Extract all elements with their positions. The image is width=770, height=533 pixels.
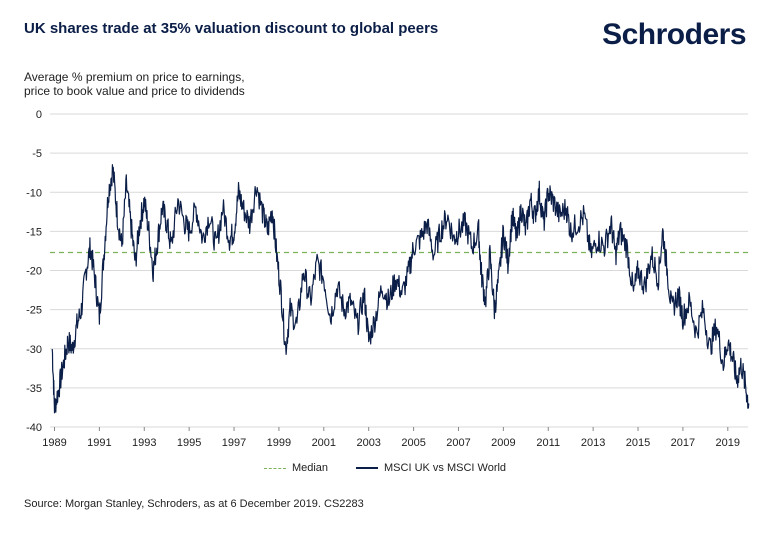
- series-line-msci-uk-vs-world: [51, 164, 750, 414]
- y-tick-label: -5: [32, 148, 42, 160]
- subtitle-line-1: Average % premium on price to earnings,: [24, 70, 245, 84]
- y-tick-label: -25: [26, 305, 42, 317]
- legend-item-median: Median: [263, 462, 329, 474]
- y-tick-label: 0: [36, 109, 42, 121]
- x-tick-label: 2011: [536, 437, 560, 449]
- y-tick-label: -20: [26, 266, 42, 278]
- x-tick-label: 2019: [716, 437, 740, 449]
- y-tick-label: -30: [26, 344, 42, 356]
- chart-legend: Median MSCI UK vs MSCI World: [0, 462, 770, 474]
- legend-item-series: MSCI UK vs MSCI World: [356, 462, 506, 474]
- x-tick-label: 2013: [581, 437, 605, 449]
- median-swatch: [263, 467, 286, 469]
- legend-label-median: Median: [291, 462, 329, 474]
- chart-subtitle: Average % premium on price to earnings, …: [24, 70, 245, 98]
- series-swatch: [356, 467, 379, 469]
- legend-label-series: MSCI UK vs MSCI World: [384, 462, 507, 474]
- x-tick-label: 1995: [177, 437, 201, 449]
- x-tick-label: 1993: [132, 437, 156, 449]
- y-tick-label: -15: [26, 226, 42, 238]
- x-tick-label: 2001: [312, 437, 336, 449]
- x-tick-label: 2009: [491, 437, 515, 449]
- y-tick-label: -35: [26, 383, 42, 395]
- chart-title: UK shares trade at 35% valuation discoun…: [24, 20, 439, 37]
- y-tick-label: -10: [26, 187, 42, 199]
- x-tick-label: 1999: [267, 437, 291, 449]
- y-tick-label: -40: [26, 422, 42, 434]
- x-tick-label: 2007: [446, 437, 470, 449]
- x-tick-label: 1989: [42, 437, 66, 449]
- x-tick-label: 2017: [671, 437, 695, 449]
- x-tick-label: 1991: [87, 437, 111, 449]
- subtitle-line-2: price to book value and price to dividen…: [24, 84, 245, 98]
- x-tick-label: 2003: [356, 437, 380, 449]
- brand-logo: Schroders: [602, 18, 746, 51]
- x-tick-label: 2015: [626, 437, 650, 449]
- source-note: Source: Morgan Stanley, Schroders, as at…: [24, 498, 364, 510]
- x-tick-label: 2005: [401, 437, 425, 449]
- x-tick-label: 1997: [222, 437, 246, 449]
